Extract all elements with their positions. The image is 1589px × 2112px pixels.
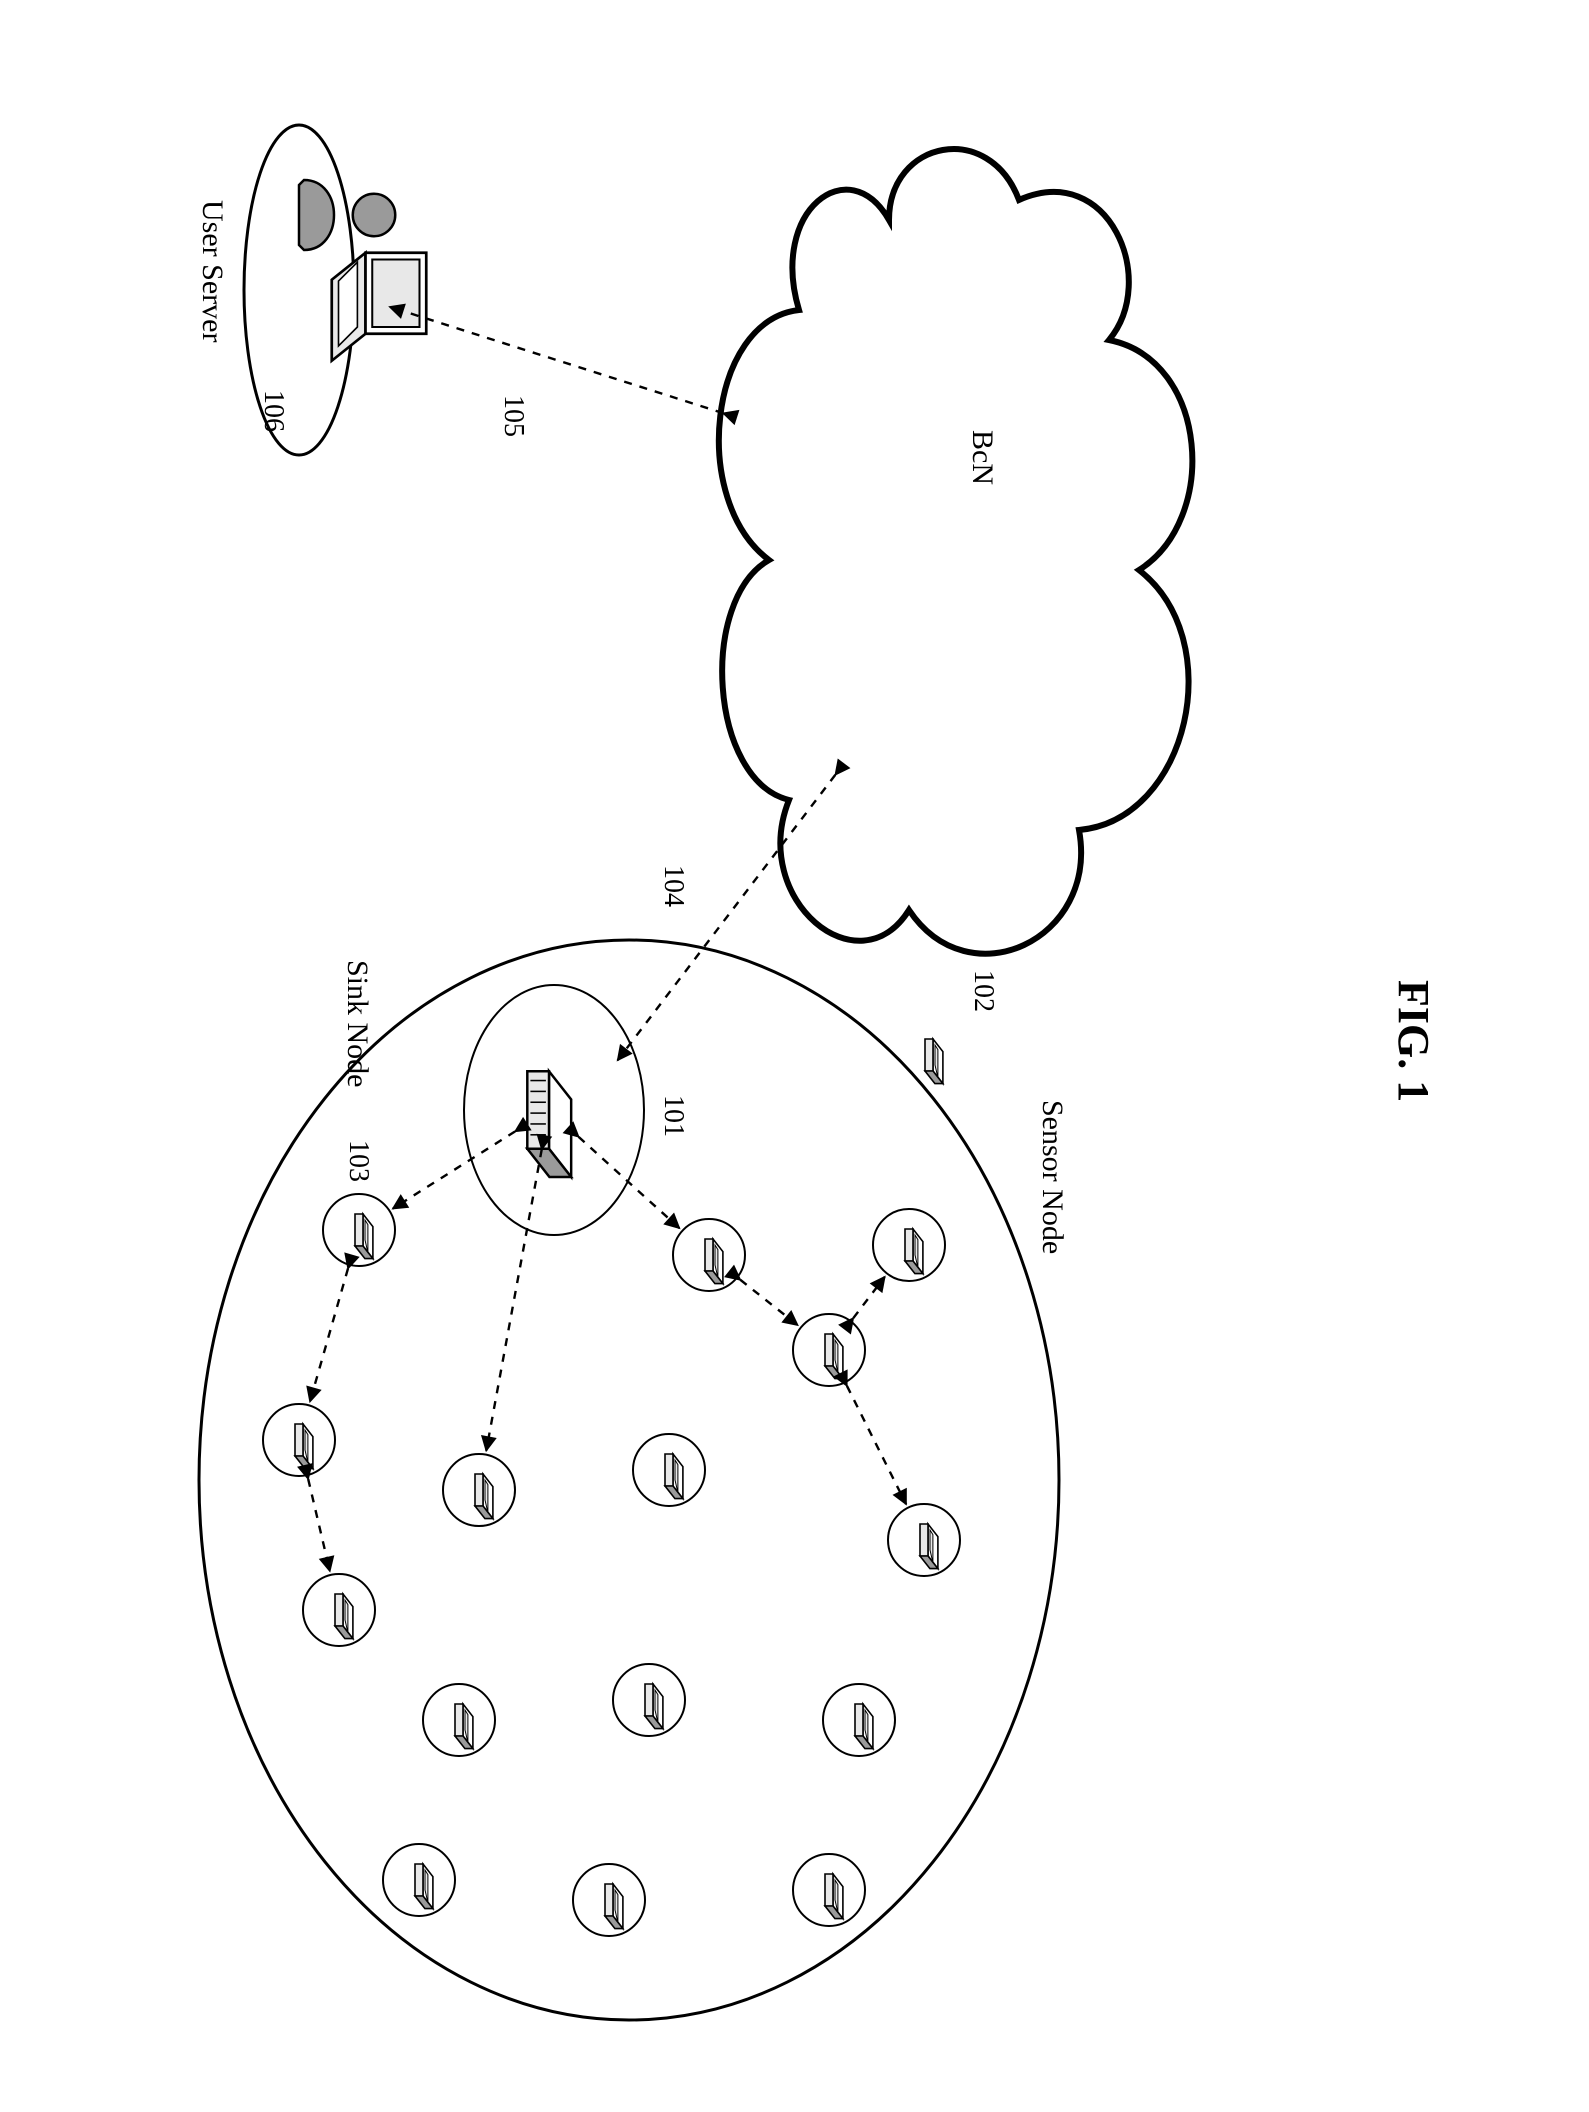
diagram-stage: FIG. 1 BcN User Server Sensor Node Sink …: [0, 0, 1589, 2112]
cloud-label: BcN: [965, 430, 999, 485]
cloud-bcn: [719, 149, 1192, 954]
sink-node: [527, 1071, 571, 1177]
ref-104: 104: [657, 865, 689, 907]
ref-102: 102: [967, 970, 999, 1012]
sensor-node-n_p: [335, 1594, 353, 1639]
link-s1: [579, 1137, 680, 1228]
user-server-label: User Server: [195, 200, 229, 342]
sensor-node-n_d: [705, 1239, 723, 1284]
sensor-node-n_a: [925, 1039, 943, 1084]
sensor-node-n_e: [920, 1524, 938, 1569]
sensor-node-n_o: [295, 1424, 313, 1469]
link-s7: [310, 1268, 348, 1401]
sensor-node-n_c: [825, 1334, 843, 1379]
link-s2: [740, 1280, 797, 1325]
ref-105: 105: [497, 395, 529, 437]
sensor-field-label: Sensor Node: [1035, 1100, 1069, 1254]
link-s4: [847, 1386, 906, 1504]
link-s8: [308, 1479, 330, 1571]
laptop-icon: [332, 253, 427, 361]
link-s3: [853, 1277, 885, 1318]
link-bcn-sink: [618, 775, 836, 1060]
link-bcn-user: [390, 307, 724, 413]
sensor-node-n_g: [855, 1704, 873, 1749]
sensor-node-n_i: [645, 1684, 663, 1729]
sink-node-label: Sink Node: [340, 960, 374, 1088]
ref-103: 103: [342, 1140, 374, 1182]
sensor-node-n_h: [825, 1874, 843, 1919]
sensor-node-n_l: [455, 1704, 473, 1749]
sensor-node-n_n: [355, 1214, 373, 1259]
link-s5: [486, 1149, 542, 1450]
sensor-node-n_b: [905, 1229, 923, 1274]
link-s6: [393, 1131, 515, 1208]
sensor-node-n_k: [475, 1474, 493, 1519]
sensor-node-n_f: [665, 1454, 683, 1499]
diagram-svg: [0, 0, 1589, 2112]
sensor-node-n_j: [605, 1884, 623, 1929]
sensor-node-n_m: [415, 1864, 433, 1909]
sensor-field-ellipse: [199, 940, 1059, 2020]
ref-101: 101: [657, 1095, 689, 1137]
ref-106: 106: [257, 390, 289, 432]
